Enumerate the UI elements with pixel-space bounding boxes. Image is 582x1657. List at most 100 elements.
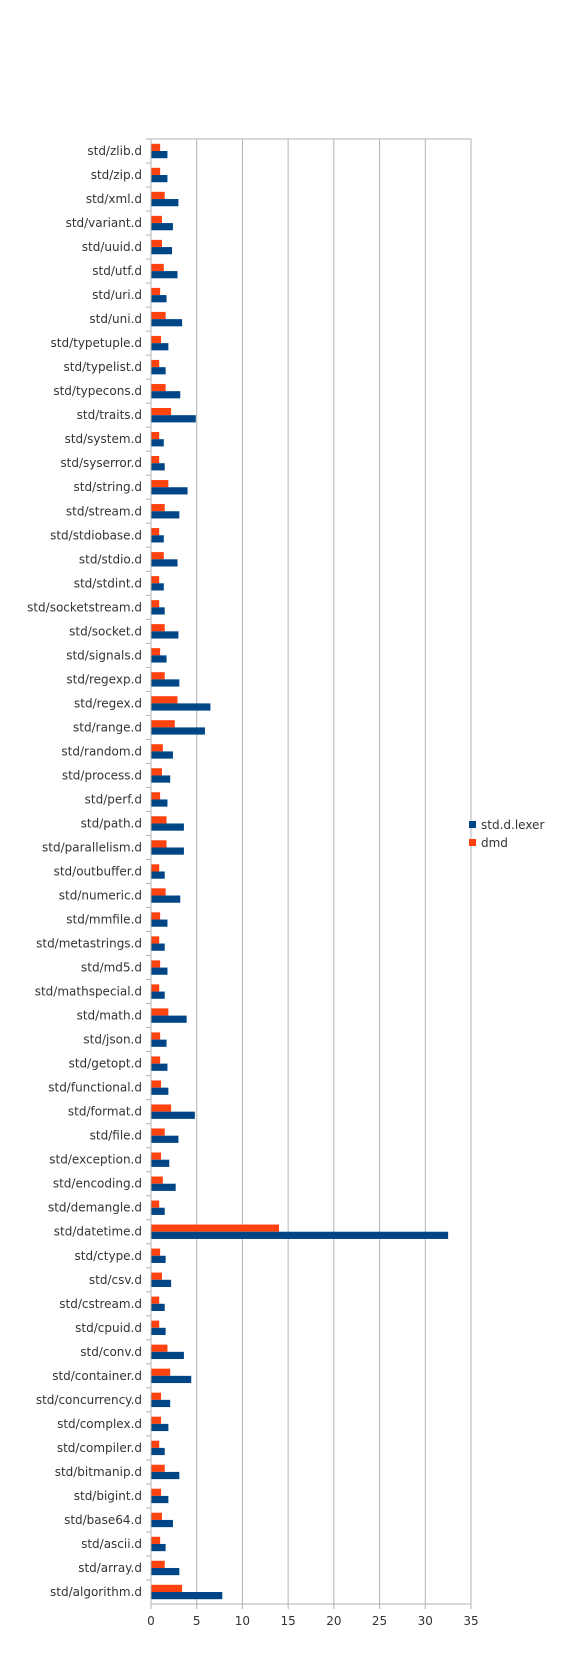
bar-std-d-lexer-std-container-d xyxy=(151,1375,192,1384)
bar-std-d-lexer-std-stdio-d xyxy=(151,559,178,567)
x-tick-label-0: 0 xyxy=(147,1614,155,1628)
legend-label-dmd: dmd xyxy=(481,836,508,850)
bar-std-d-lexer-std-socketstream-d xyxy=(151,607,165,615)
category-label-std-cstream-d: std/cstream.d xyxy=(59,1297,142,1311)
x-tick-label-5: 5 xyxy=(193,1614,201,1628)
bar-dmd-std-algorithm-d xyxy=(151,1584,183,1592)
bar-dmd-std-uri-d xyxy=(151,287,161,296)
bar-dmd-std-signals-d xyxy=(151,648,161,656)
bar-dmd-std-mmfile-d xyxy=(151,912,161,920)
bar-std-d-lexer-std-array-d xyxy=(151,1567,180,1576)
bar-std-d-lexer-std-format-d xyxy=(151,1111,195,1119)
category-label-std-bigint-d: std/bigint.d xyxy=(74,1489,142,1503)
bar-dmd-std-compiler-d xyxy=(151,1440,160,1448)
bar-dmd-std-file-d xyxy=(151,1128,165,1136)
bar-std-d-lexer-std-json-d xyxy=(151,1039,167,1047)
bar-std-d-lexer-std-zip-d xyxy=(151,175,168,183)
category-label-std-format-d: std/format.d xyxy=(68,1105,142,1119)
category-label-std-socketstream-d: std/socketstream.d xyxy=(27,600,142,614)
category-label-std-regex-d: std/regex.d xyxy=(74,696,142,710)
category-label-std-signals-d: std/signals.d xyxy=(66,648,142,662)
category-label-std-container-d: std/container.d xyxy=(52,1369,142,1383)
bar-std-d-lexer-std-encoding-d xyxy=(151,1183,176,1191)
category-label-std-range-d: std/range.d xyxy=(73,720,142,734)
bar-std-d-lexer-std-typelist-d xyxy=(151,367,166,375)
bar-std-d-lexer-std-syserror-d xyxy=(151,463,165,471)
category-label-std-typecons-d: std/typecons.d xyxy=(53,384,142,398)
bar-std-d-lexer-std-process-d xyxy=(151,775,171,783)
bar-dmd-std-syserror-d xyxy=(151,456,160,464)
bar-std-d-lexer-std-xml-d xyxy=(151,199,179,207)
bar-std-d-lexer-std-utf-d xyxy=(151,271,178,279)
category-label-std-random-d: std/random.d xyxy=(61,744,142,758)
bar-dmd-std-ctype-d xyxy=(151,1248,161,1256)
category-label-std-math-d: std/math.d xyxy=(77,1009,142,1023)
bar-std-d-lexer-std-socket-d xyxy=(151,631,179,639)
category-label-std-demangle-d: std/demangle.d xyxy=(48,1201,142,1215)
bar-std-d-lexer-std-uuid-d xyxy=(151,247,173,255)
x-tick-label-10: 10 xyxy=(235,1614,250,1628)
bar-dmd-std-exception-d xyxy=(151,1152,162,1160)
x-tick-label-35: 35 xyxy=(463,1614,478,1628)
category-label-std-typelist-d: std/typelist.d xyxy=(64,360,142,374)
bar-std-d-lexer-std-stdiobase-d xyxy=(151,535,164,543)
bar-dmd-std-random-d xyxy=(151,744,163,752)
category-label-std-json-d: std/json.d xyxy=(83,1033,142,1047)
bar-dmd-std-socketstream-d xyxy=(151,600,160,608)
bar-dmd-std-traits-d xyxy=(151,407,172,416)
bar-std-d-lexer-std-conv-d xyxy=(151,1351,184,1360)
bar-std-d-lexer-std-uni-d xyxy=(151,319,183,327)
category-label-std-string-d: std/string.d xyxy=(74,480,143,494)
category-label-std-md5-d: std/md5.d xyxy=(81,961,142,975)
bar-dmd-std-container-d xyxy=(151,1368,171,1376)
bar-std-d-lexer-std-variant-d xyxy=(151,223,173,231)
bar-dmd-std-ascii-d xyxy=(151,1536,161,1544)
bar-dmd-std-stdio-d xyxy=(151,552,164,560)
legend-swatch-dmd xyxy=(469,839,476,846)
bar-dmd-std-process-d xyxy=(151,768,162,776)
bar-dmd-std-datetime-d xyxy=(151,1224,279,1232)
category-label-std-base64-d: std/base64.d xyxy=(64,1513,142,1527)
bar-std-d-lexer-std-parallelism-d xyxy=(151,847,184,855)
bar-std-d-lexer-std-mathspecial-d xyxy=(151,991,165,999)
bar-dmd-std-stdiobase-d xyxy=(151,528,160,536)
bar-std-d-lexer-std-exception-d xyxy=(151,1159,170,1167)
category-label-std-algorithm-d: std/algorithm.d xyxy=(50,1585,142,1599)
bar-dmd-std-xml-d xyxy=(151,191,165,200)
bar-dmd-std-array-d xyxy=(151,1560,165,1568)
category-label-std-array-d: std/array.d xyxy=(78,1561,142,1575)
bar-dmd-std-uni-d xyxy=(151,311,166,320)
category-label-std-ascii-d: std/ascii.d xyxy=(81,1537,142,1551)
bar-std-d-lexer-std-system-d xyxy=(151,439,164,447)
bar-dmd-std-complex-d xyxy=(151,1416,162,1424)
category-label-std-variant-d: std/variant.d xyxy=(66,216,142,230)
bar-dmd-std-numeric-d xyxy=(151,888,166,896)
bar-dmd-std-bigint-d xyxy=(151,1488,162,1496)
category-label-std-ctype-d: std/ctype.d xyxy=(75,1249,142,1263)
category-label-std-exception-d: std/exception.d xyxy=(49,1153,142,1167)
bar-dmd-std-perf-d xyxy=(151,792,161,800)
bar-std-d-lexer-std-compiler-d xyxy=(151,1447,165,1456)
legend: std.d.lexer dmd xyxy=(469,818,544,850)
bar-dmd-std-range-d xyxy=(151,720,175,728)
bar-dmd-std-mathspecial-d xyxy=(151,984,160,992)
bar-std-d-lexer-std-numeric-d xyxy=(151,895,181,903)
bar-std-d-lexer-std-metastrings-d xyxy=(151,943,165,951)
category-label-std-stdint-d: std/stdint.d xyxy=(74,576,142,590)
category-label-std-uuid-d: std/uuid.d xyxy=(82,240,142,254)
bar-std-d-lexer-std-regexp-d xyxy=(151,679,180,687)
bar-std-d-lexer-std-ascii-d xyxy=(151,1543,166,1552)
bar-dmd-std-md5-d xyxy=(151,960,161,968)
bar-dmd-std-parallelism-d xyxy=(151,840,167,848)
bar-dmd-std-demangle-d xyxy=(151,1200,160,1208)
bar-std-d-lexer-std-path-d xyxy=(151,823,184,831)
category-label-std-csv-d: std/csv.d xyxy=(89,1273,142,1287)
bar-std-d-lexer-std-stdint-d xyxy=(151,583,164,591)
bar-std-d-lexer-std-bigint-d xyxy=(151,1495,169,1504)
bar-dmd-std-string-d xyxy=(151,480,169,488)
bar-dmd-std-getopt-d xyxy=(151,1056,161,1064)
category-label-std-process-d: std/process.d xyxy=(62,768,142,782)
category-label-std-stdiobase-d: std/stdiobase.d xyxy=(50,528,142,542)
bar-dmd-std-regexp-d xyxy=(151,672,165,680)
bar-dmd-std-socket-d xyxy=(151,624,165,632)
